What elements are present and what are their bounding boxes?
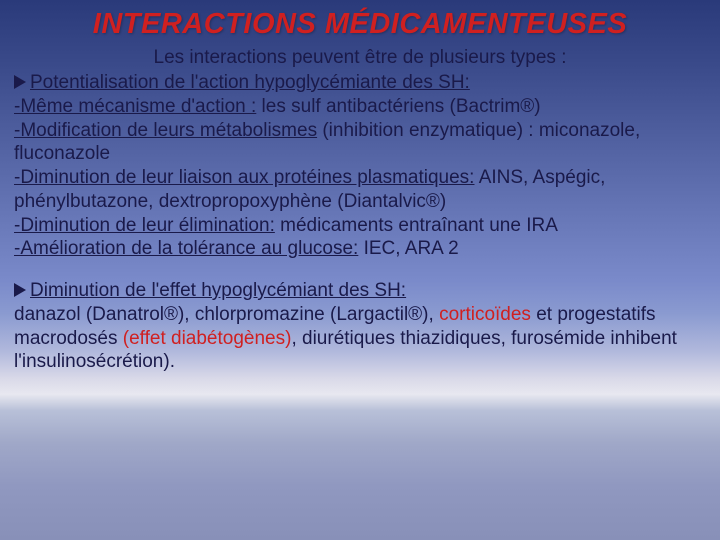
- section1-line3: -Diminution de leur liaison aux protéine…: [14, 166, 706, 214]
- section1-line5: -Amélioration de la tolérance au glucose…: [14, 237, 706, 261]
- s1-l5-lead: -Amélioration de la tolérance au glucose…: [14, 238, 358, 259]
- content-block: Potentialisation de l'action hypoglycémi…: [14, 71, 706, 374]
- section1-line1: -Même mécanisme d'action : les sulf anti…: [14, 95, 706, 119]
- intro-text: Les interactions peuvent être de plusieu…: [14, 47, 706, 69]
- s1-l3-lead: -Diminution de leur liaison aux protéine…: [14, 167, 474, 188]
- section2-heading: Diminution de l'effet hypoglycémiant des…: [14, 279, 706, 303]
- section1-title-text: Potentialisation de l'action hypoglycémi…: [30, 72, 470, 93]
- bullet-arrow-icon: [14, 283, 26, 297]
- s1-l2-lead: -Modification de leurs métabolismes: [14, 120, 317, 141]
- s1-l5-rest: IEC, ARA 2: [358, 238, 458, 259]
- s2-text-b: corticoïdes: [439, 304, 531, 325]
- section2-title-text: Diminution de l'effet hypoglycémiant des…: [30, 280, 406, 301]
- s1-l1-rest: les sulf antibactériens (Bactrim®): [256, 96, 540, 117]
- s2-text-d: (effet diabétogènes): [123, 328, 292, 349]
- slide-title: INTERACTIONS MÉDICAMENTEUSES: [14, 8, 706, 41]
- section1-line4: -Diminution de leur élimination: médicam…: [14, 214, 706, 238]
- section2-body: danazol (Danatrol®), chlorpromazine (Lar…: [14, 303, 706, 374]
- section1-line2: -Modification de leurs métabolismes (inh…: [14, 119, 706, 167]
- s1-l4-rest: médicaments entraînant une IRA: [275, 215, 558, 236]
- s2-text-a: danazol (Danatrol®), chlorpromazine (Lar…: [14, 304, 439, 325]
- slide: INTERACTIONS MÉDICAMENTEUSES Les interac…: [0, 0, 720, 540]
- s1-l1-lead: -Même mécanisme d'action :: [14, 96, 256, 117]
- s1-l4-lead: -Diminution de leur élimination:: [14, 215, 275, 236]
- bullet-arrow-icon: [14, 75, 26, 89]
- section1-heading: Potentialisation de l'action hypoglycémi…: [14, 71, 706, 95]
